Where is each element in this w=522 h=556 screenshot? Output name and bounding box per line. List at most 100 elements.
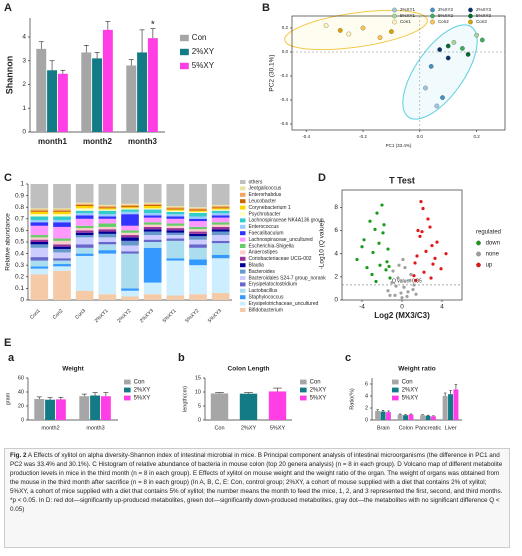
legend-label: Lachnospiraceae NK4A136 group [249, 218, 324, 224]
bar-segment [166, 258, 185, 261]
point [423, 85, 428, 91]
bar [147, 38, 158, 132]
bar-segment [98, 244, 117, 251]
bar-segment [189, 244, 207, 248]
point [411, 287, 415, 292]
bar-segment [75, 218, 94, 226]
y-tick-label: 1 [22, 105, 26, 112]
y-tick-label: 6 [334, 227, 338, 234]
bar-segment [189, 211, 207, 213]
point [460, 46, 465, 51]
y-tick-label: 2 [22, 81, 26, 88]
bar [385, 412, 391, 420]
y-axis-label: Ratio(%) [349, 388, 355, 410]
panel-label: a [8, 352, 15, 364]
bar-segment [98, 294, 117, 300]
legend-swatch [300, 395, 307, 401]
point [365, 265, 369, 270]
x-tick-label: 5%XY1 [162, 308, 178, 324]
bar-segment [189, 216, 207, 219]
bar-segment [53, 252, 71, 259]
point [408, 278, 412, 282]
point [373, 227, 377, 231]
bar-segment [98, 207, 117, 209]
y-tick-label: 0 [365, 417, 368, 423]
bar-segment [143, 224, 162, 227]
bar [442, 396, 448, 420]
bar-segment [211, 215, 230, 218]
bar-segment [189, 207, 207, 209]
bar [239, 393, 258, 420]
point [360, 25, 366, 31]
panel-label: B [262, 2, 270, 14]
chart-title: T Test [389, 175, 415, 185]
bar-segment [166, 206, 185, 208]
point [403, 265, 407, 270]
legend-label: 5%XY1 [400, 13, 416, 18]
bar-segment [211, 224, 230, 227]
point [428, 64, 434, 69]
bar-segment [189, 294, 207, 300]
y-tick-label: -0.6 [280, 121, 288, 126]
legend-swatch [392, 387, 399, 393]
legend-swatch [476, 240, 481, 246]
point [422, 270, 426, 274]
bar-segment [121, 235, 139, 238]
point [381, 231, 385, 235]
bar-segment [75, 184, 94, 203]
point [435, 240, 439, 244]
bar-segment [166, 260, 185, 296]
bar-segment [121, 209, 139, 212]
bar-segment [189, 184, 207, 208]
bar-segment [166, 228, 185, 231]
legend-swatch [240, 186, 246, 191]
bar-segment [143, 202, 162, 204]
y-axis-label: length(cm) [182, 386, 188, 412]
bar-segment [98, 242, 117, 245]
bar-segment [121, 208, 139, 210]
point [384, 268, 388, 272]
legend-label: Con [134, 380, 145, 386]
bar [408, 414, 414, 420]
figure: A B C D E a b c Shannon 0 1 2 3 4 month1 month2… [4, 2, 506, 431]
y-tick-label: 0.9 [15, 192, 24, 199]
bar-segment [143, 229, 162, 232]
legend-label: 5%XY [402, 396, 419, 402]
bar-segment [189, 247, 207, 260]
y-tick-label: 0.6 [15, 227, 24, 234]
bar-segment [211, 240, 230, 244]
bar-segment [121, 245, 139, 252]
legend-label: Staphylococcus [249, 295, 285, 301]
point [400, 296, 404, 300]
legend-label: Blautia [249, 263, 265, 269]
point [397, 263, 401, 267]
bar-segment [166, 235, 185, 239]
point [346, 31, 352, 37]
legend-label: Jeotgalicoccus [249, 186, 282, 192]
legend-swatch [240, 224, 246, 229]
legend-swatch [392, 13, 397, 19]
point [390, 281, 394, 285]
bar-segment [166, 232, 185, 236]
bar-segment [30, 219, 49, 223]
bar-segment [30, 210, 49, 212]
bar-segment [53, 244, 71, 247]
legend-label: Enterococcus [249, 224, 280, 230]
legend-swatch [240, 237, 246, 242]
bar-segment [143, 226, 162, 230]
point [337, 28, 343, 33]
legend-label: 2%XY [134, 388, 151, 394]
plot-frame [291, 15, 506, 131]
x-tick-label: Colon [399, 425, 413, 431]
legend-swatch [240, 212, 246, 216]
bar-segment [30, 222, 49, 226]
bar [55, 399, 66, 420]
bar-segment [121, 288, 139, 291]
legend-swatch [240, 250, 246, 255]
bar-segment [166, 295, 185, 300]
x-tick-label: 0.0 [417, 134, 424, 139]
plot-frame [341, 189, 463, 301]
legend-swatch [124, 379, 131, 385]
bar-segment [98, 233, 117, 238]
bar [380, 411, 386, 420]
